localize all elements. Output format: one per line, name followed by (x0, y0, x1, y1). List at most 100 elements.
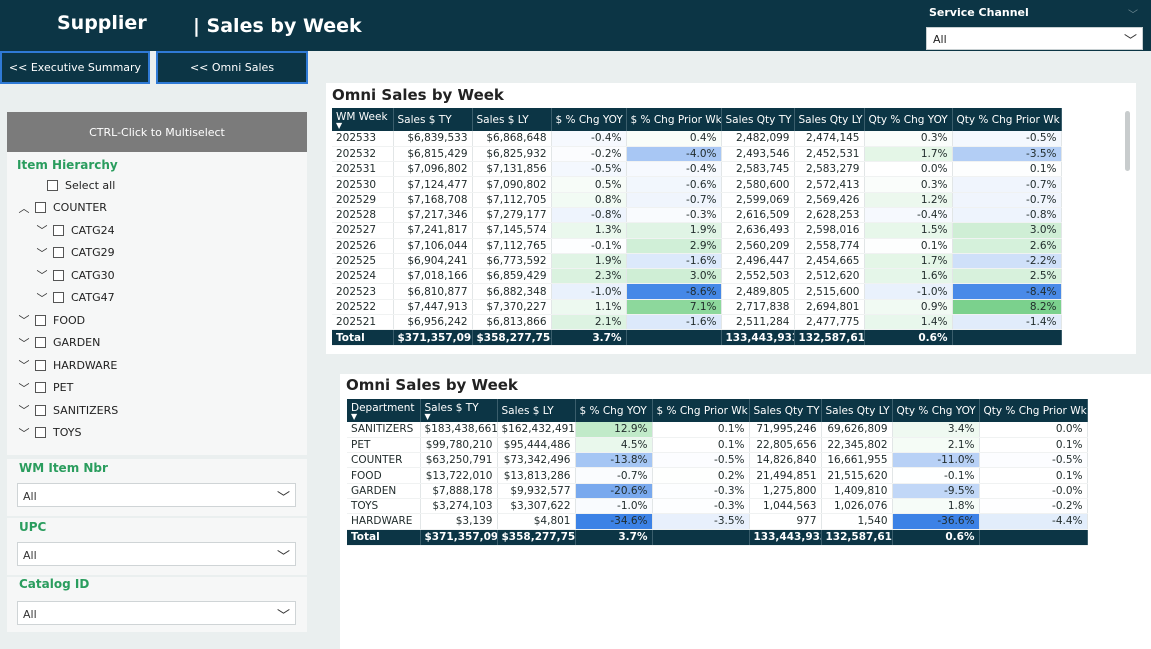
column-header[interactable]: Sales $ LY (497, 399, 576, 422)
column-header[interactable]: Qty % Chg Prior Wk (952, 108, 1062, 131)
table-row[interactable]: GARDEN $7,888,178 $9,932,577 -20.6% -0.3% 1,2… (347, 483, 1088, 499)
hierarchy-item[interactable]: ﹀ CATG29 (35, 244, 115, 262)
chevron-up-icon[interactable]: ︿ (18, 201, 30, 215)
hierarchy-item[interactable]: ﹀ TOYS (17, 424, 82, 442)
hierarchy-item[interactable]: ﹀ SANITIZERS (17, 401, 119, 419)
checkbox[interactable] (53, 292, 64, 303)
chevron-down-icon[interactable]: ﹀ (36, 224, 48, 237)
table-row[interactable]: SANITIZERS $183,438,661 $162,432,491 12.9% 0… (347, 422, 1088, 438)
chevron-down-icon[interactable]: ﹀ (18, 314, 30, 327)
checkbox[interactable] (35, 382, 46, 393)
column-header[interactable]: Sales Qty TY (721, 108, 795, 131)
table-cell: 2,496,447 (721, 253, 795, 270)
table-row[interactable]: 202527 $7,241,817 $7,145,574 1.3% 1.9% 2,636,… (332, 222, 1062, 239)
hierarchy-item[interactable]: ﹀ CATG47 (35, 289, 115, 307)
table-row[interactable]: FOOD $13,722,010 $13,813,286 -0.7% 0.2% 21,49… (347, 467, 1088, 484)
table-row[interactable]: 202522 $7,447,913 $7,370,227 1.1% 7.1% 2,717,… (332, 299, 1062, 316)
checkbox[interactable] (53, 247, 64, 258)
checkbox[interactable] (35, 202, 46, 213)
hierarchy-item[interactable]: ﹀ PET (17, 379, 74, 397)
column-header[interactable]: $ % Chg YOY (551, 108, 627, 131)
sort-desc-icon: ▼ (424, 411, 431, 421)
table-cell: $13,813,286 (497, 467, 576, 484)
column-header[interactable]: Sales $ LY (472, 108, 552, 131)
column-header[interactable]: Department ▼ (347, 399, 421, 422)
table-row[interactable]: 202526 $7,106,044 $7,112,765 -0.1% 2.9% 2,560… (332, 238, 1062, 254)
table-row[interactable]: 202530 $7,124,477 $7,090,802 0.5% -0.6% 2,580… (332, 176, 1062, 193)
upc-dropdown[interactable]: All ﹀ (17, 542, 296, 566)
column-header[interactable]: WM Week ▼ (332, 108, 394, 131)
table-cell: 3.0% (952, 222, 1062, 239)
chevron-down-icon[interactable]: ﹀ (18, 404, 30, 417)
catalog-id-dropdown[interactable]: All ﹀ (17, 601, 296, 625)
table-row[interactable]: 202521 $6,956,242 $6,813,866 2.1% -1.6% 2,511… (332, 314, 1062, 331)
chevron-down-icon: ﹀ (276, 609, 290, 624)
chevron-down-icon[interactable]: ﹀ (36, 269, 48, 282)
chevron-down-icon[interactable]: ﹀ (36, 246, 48, 260)
column-header[interactable]: Qty % Chg Prior Wk (979, 399, 1088, 422)
hierarchy-item[interactable]: ﹀ FOOD (17, 311, 86, 329)
table-row[interactable]: 202523 $6,810,877 $6,882,348 -1.0% -8.6% 2,48… (332, 283, 1062, 300)
chevron-down-icon[interactable]: ﹀ (18, 359, 30, 372)
week-table-scrollbar[interactable] (1125, 111, 1130, 171)
service-channel-dropdown[interactable]: All ﹀ (926, 27, 1143, 50)
checkbox[interactable] (35, 427, 46, 438)
chevron-down-icon[interactable]: ﹀ (36, 291, 48, 305)
column-header-label: Sales $ TY (397, 113, 452, 126)
table-cell: 16,661,955 (821, 452, 893, 469)
checkbox[interactable] (53, 224, 64, 236)
table-row[interactable]: COUNTER $63,250,791 $73,342,496 -13.8% -0.5%… (347, 452, 1088, 469)
table-cell: $6,868,648 (472, 131, 552, 147)
item-hierarchy-slicer: Item Hierarchy Select all ︿ COUNTER ﹀ CATG24… (7, 152, 307, 455)
chevron-down-icon[interactable]: ﹀ (18, 426, 30, 440)
hierarchy-item[interactable]: ︿ COUNTER (17, 199, 107, 217)
hierarchy-item[interactable]: ﹀ HARDWARE (17, 356, 118, 374)
table-cell: $7,018,166 (393, 268, 473, 285)
omni-sales-button[interactable]: << Omni Sales (156, 51, 308, 84)
table-row[interactable]: 202531 $7,096,802 $7,131,856 -0.5% -0.4% 2,58… (332, 161, 1062, 178)
column-header[interactable]: $ % Chg Prior Wk (626, 108, 722, 131)
hierarchy-item[interactable]: ﹀ GARDEN (17, 334, 101, 352)
table-cell: $7,447,913 (393, 299, 473, 316)
hierarchy-item[interactable]: Select all (29, 176, 115, 194)
table-row[interactable]: HARDWARE $3,139 $4,801 -34.6% -3.5% 977 1,540-… (347, 513, 1088, 530)
table-row[interactable]: 202533 $6,839,533 $6,868,648 -0.4% 0.4% 2,482… (332, 131, 1062, 147)
checkbox[interactable] (35, 359, 46, 371)
column-header[interactable]: Sales $ TY (393, 108, 473, 131)
table-cell: -0.4% (864, 207, 953, 224)
service-channel-collapse-icon[interactable]: ﹀ (1128, 10, 1138, 21)
table-cell: 202525 (332, 253, 394, 270)
column-header[interactable]: Sales Qty TY (749, 399, 822, 422)
column-header[interactable]: Sales $ TY ▼ (420, 399, 498, 422)
hierarchy-item[interactable]: ﹀ CATG30 (35, 266, 115, 284)
table-cell: -0.5% (979, 452, 1088, 469)
chevron-down-icon[interactable]: ﹀ (18, 381, 30, 395)
column-header[interactable]: Sales Qty LY (821, 399, 893, 422)
table-row[interactable]: 202528 $7,217,346 $7,279,177 -0.8% -0.3% 2,61… (332, 207, 1062, 224)
column-header[interactable]: $ % Chg Prior Wk (652, 399, 750, 422)
table-row[interactable]: 202524 $7,018,166 $6,859,429 2.3% 3.0% 2,552,… (332, 268, 1062, 285)
hierarchy-item[interactable]: ﹀ CATG24 (35, 221, 115, 239)
checkbox[interactable] (35, 404, 46, 416)
total-cell (952, 329, 1062, 347)
wm-item-nbr-dropdown[interactable]: All ﹀ (17, 483, 296, 507)
total-cell: 0.6% (864, 329, 953, 347)
column-header[interactable]: Sales Qty LY (794, 108, 865, 131)
chevron-down-icon[interactable]: ﹀ (18, 336, 30, 350)
table-cell: $7,124,477 (393, 176, 473, 193)
executive-summary-button[interactable]: << Executive Summary (0, 51, 150, 84)
checkbox[interactable] (35, 337, 46, 348)
table-cell: 1.9% (626, 222, 722, 239)
table-cell: 2.9% (626, 238, 722, 254)
table-row[interactable]: 202529 $7,168,708 $7,112,705 0.8% -0.7% 2,599… (332, 192, 1062, 208)
table-row[interactable]: 202532 $6,815,429 $6,825,932 -0.2% -4.0% 2,49… (332, 146, 1062, 163)
checkbox[interactable] (53, 269, 64, 281)
table-row[interactable]: TOYS $3,274,103 $3,307,622 -1.0% -0.3% 1,044,… (347, 498, 1088, 515)
checkbox[interactable] (35, 314, 46, 326)
column-header[interactable]: $ % Chg YOY (575, 399, 653, 422)
column-header[interactable]: Qty % Chg YOY (892, 399, 980, 422)
table-row[interactable]: PET $99,780,210 $95,444,486 4.5% 0.1% 22,805,… (347, 437, 1088, 454)
table-row[interactable]: 202525 $6,904,241 $6,773,592 1.9% -1.6% 2,496… (332, 253, 1062, 270)
column-header[interactable]: Qty % Chg YOY (864, 108, 953, 131)
checkbox[interactable] (47, 179, 58, 191)
